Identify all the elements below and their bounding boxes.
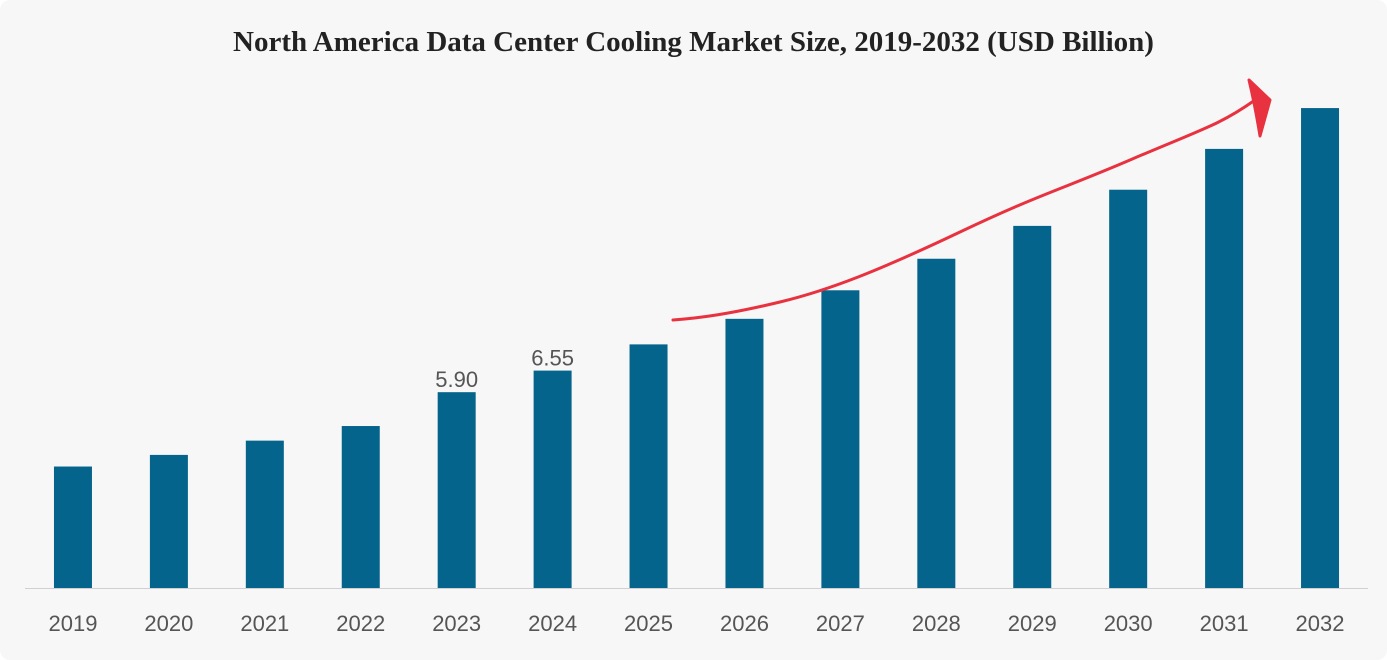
x-tick-label: 2022 — [336, 611, 385, 636]
x-tick-label: 2019 — [48, 611, 97, 636]
data-label-2024: 6.55 — [531, 346, 574, 371]
bar-2026 — [725, 318, 764, 588]
growth-arrow-head — [1247, 78, 1272, 138]
x-tick-label: 2027 — [816, 611, 865, 636]
x-tick-label: 2020 — [144, 611, 193, 636]
bar-2022 — [341, 426, 380, 588]
x-tick-label: 2024 — [528, 611, 577, 636]
bar-2029 — [1013, 225, 1052, 589]
bar-2019 — [53, 466, 92, 588]
bar-2028 — [917, 258, 956, 588]
chart-title: North America Data Center Cooling Market… — [233, 26, 1154, 58]
x-tick-label: 2023 — [432, 611, 481, 636]
x-tick-label: 2030 — [1104, 611, 1153, 636]
x-tick-label: 2025 — [624, 611, 673, 636]
bar-2024 — [533, 370, 572, 588]
bar-2027 — [821, 290, 860, 588]
x-tick-label: 2026 — [720, 611, 769, 636]
bar-2021 — [245, 440, 284, 588]
x-tick-label: 2032 — [1296, 611, 1345, 636]
x-tick-label: 2029 — [1008, 611, 1057, 636]
bar-2020 — [149, 454, 188, 588]
bar-2025 — [629, 344, 668, 588]
x-tick-label: 2031 — [1200, 611, 1249, 636]
bar-2023 — [437, 392, 476, 588]
bar-2032 — [1301, 108, 1340, 588]
bar-2031 — [1205, 148, 1244, 588]
growth-arrow-line — [671, 98, 1257, 322]
x-tick-label: 2028 — [912, 611, 961, 636]
x-tick-label: 2021 — [240, 611, 289, 636]
bar-2030 — [1109, 189, 1148, 589]
data-label-2023: 5.90 — [435, 367, 478, 392]
